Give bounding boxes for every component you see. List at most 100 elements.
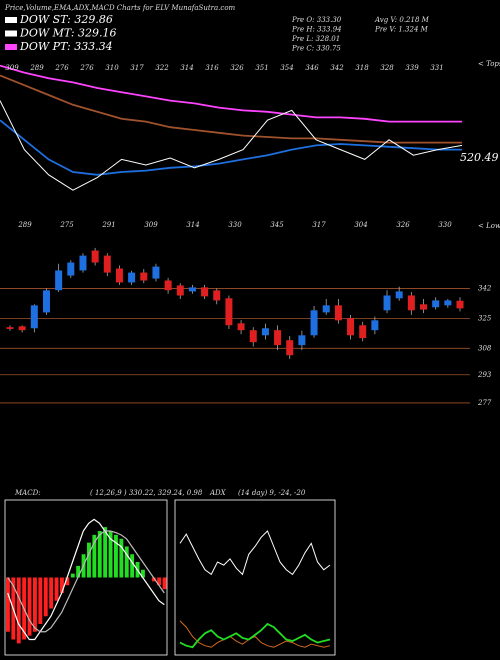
low-label: 309	[144, 221, 158, 229]
y-tick-label: 277	[477, 399, 492, 407]
top-label: 314	[180, 64, 193, 72]
macd-bar	[49, 577, 54, 609]
top-label: 316	[205, 64, 219, 72]
candle-body	[140, 272, 148, 281]
macd-bar	[162, 577, 167, 590]
prev-info: Pre H: 333.94	[291, 26, 342, 34]
candle-body	[407, 295, 415, 311]
candle-body	[310, 310, 318, 336]
top-label: 318	[355, 64, 369, 72]
candle-body	[274, 330, 282, 346]
macd-bar	[114, 534, 118, 578]
candle-body	[420, 304, 428, 310]
ema-line	[0, 119, 462, 176]
tops-label: < Tops	[478, 60, 500, 68]
candle-body	[201, 287, 209, 297]
macd-bar	[124, 546, 129, 578]
adx-title: ADX	[209, 489, 227, 497]
candle-body	[152, 266, 160, 279]
top-label: 310	[105, 64, 119, 72]
top-label: 317	[130, 64, 144, 72]
top-label: 342	[330, 64, 344, 72]
candle-body	[359, 325, 367, 339]
macd-line	[7, 530, 165, 633]
panel-frame	[174, 499, 336, 656]
prev-info: Pre C: 330.75	[291, 45, 341, 53]
macd-bar	[16, 577, 21, 644]
macd-bar	[60, 577, 64, 593]
macd-bar	[151, 577, 156, 582]
adx-line	[179, 530, 331, 576]
ema-line	[0, 100, 463, 191]
lows-label: < Lows	[478, 222, 500, 230]
prev-info: Pre O: 333.30	[291, 16, 342, 24]
macd-bar	[157, 577, 162, 586]
low-label: 345	[270, 221, 284, 229]
legend-text: DOW MT: 329.16	[19, 27, 117, 40]
top-label: 328	[380, 64, 394, 72]
candle-body	[55, 270, 63, 291]
top-label: 309	[5, 64, 19, 72]
candle-body	[79, 255, 87, 271]
top-label: 351	[255, 64, 268, 72]
top-label: 276	[79, 64, 94, 72]
macd-bar	[130, 554, 135, 578]
low-label: 275	[59, 221, 74, 229]
top-label: 339	[405, 64, 419, 72]
macd-bar	[141, 569, 145, 578]
panel-frame	[4, 499, 168, 656]
candle-body	[115, 268, 123, 283]
macd-bar	[33, 577, 37, 632]
candle-body	[347, 318, 355, 336]
page-title: Price,Volume,EMA,ADX,MACD Charts for ELV…	[4, 4, 236, 12]
candle-body	[6, 327, 14, 329]
candle-body	[30, 305, 38, 329]
top-label: 289	[29, 64, 44, 72]
candle-body	[42, 290, 50, 313]
candle-body	[237, 323, 245, 331]
volume-info: Pre V: 1.324 M	[374, 26, 429, 34]
candle-body	[322, 305, 330, 313]
candle-body	[456, 300, 464, 309]
candle-body	[91, 250, 99, 263]
top-label: 326	[230, 64, 244, 72]
macd-bar	[87, 542, 91, 578]
volume-info: Avg V: 0.218 M	[374, 16, 430, 24]
macd-bar	[6, 577, 10, 632]
candle-body	[18, 326, 26, 331]
macd-bar	[92, 534, 97, 578]
low-label: 314	[186, 221, 199, 229]
candle-body	[334, 305, 342, 321]
low-label: 330	[228, 221, 242, 229]
candle-body	[261, 328, 269, 336]
candle-body	[128, 272, 136, 283]
adx-line	[179, 622, 331, 649]
macd-bar	[38, 577, 43, 624]
candle-body	[164, 280, 172, 291]
legend-text: DOW ST: 329.86	[19, 13, 113, 26]
candle-body	[286, 340, 294, 356]
y-tick-label: 308	[478, 344, 492, 352]
candle-body	[298, 335, 306, 346]
candle-body	[432, 300, 440, 308]
legend-swatch	[5, 17, 17, 23]
adx-line	[179, 620, 331, 648]
candle-body	[249, 330, 257, 343]
macd-bar	[103, 527, 108, 578]
candle-body	[188, 287, 196, 292]
low-label: 289	[17, 221, 32, 229]
adx-params: (14 day) 9, -24, -20	[238, 489, 306, 497]
candle-body	[213, 290, 221, 301]
low-label: 330	[438, 221, 452, 229]
macd-bar	[76, 565, 81, 578]
candle-body	[383, 295, 391, 311]
macd-bar	[97, 531, 102, 578]
top-label: 331	[430, 64, 443, 72]
low-label: 304	[354, 221, 367, 229]
low-label: 317	[312, 221, 326, 229]
macd-title: MACD:	[14, 489, 41, 497]
candle-body	[176, 285, 184, 296]
macd-bar	[54, 577, 59, 601]
top-label: 346	[305, 64, 319, 72]
macd-bar	[108, 531, 113, 578]
